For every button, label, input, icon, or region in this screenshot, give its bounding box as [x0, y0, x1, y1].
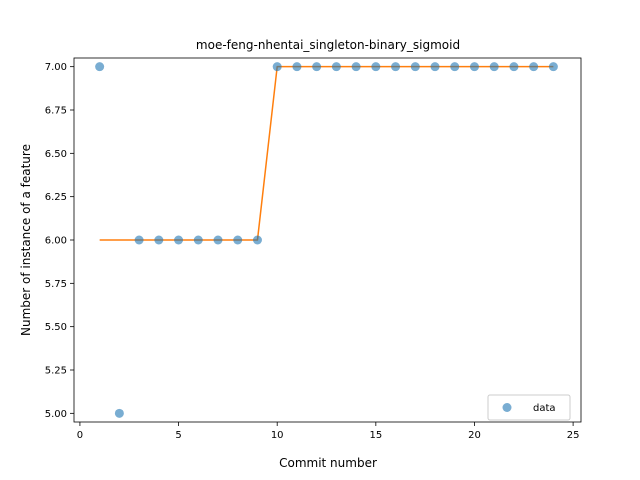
data-point [312, 62, 322, 72]
x-tick-label: 10 [271, 430, 284, 441]
y-tick-label: 6.50 [45, 149, 67, 160]
y-tick-label: 5.50 [45, 322, 67, 333]
x-axis: 0 5 10 15 20 25 [77, 422, 580, 441]
data-point [193, 235, 203, 245]
x-tick-label: 5 [175, 430, 181, 441]
data-point [430, 62, 440, 72]
data-point [469, 62, 479, 72]
y-tick-label: 6.00 [45, 236, 67, 247]
data-point [114, 408, 124, 418]
data-point [233, 235, 243, 245]
data-point [331, 62, 341, 72]
legend-label-data: data [533, 403, 556, 414]
data-points-layer [95, 62, 558, 418]
x-tick-label: 15 [369, 430, 382, 441]
y-tick-label: 7.00 [45, 62, 67, 73]
y-tick-label: 5.75 [45, 279, 67, 290]
data-point [134, 235, 144, 245]
legend-frame [487, 394, 571, 421]
data-point [509, 62, 519, 72]
chart-title: moe-feng-nhentai_singleton-binary_sigmoi… [196, 38, 460, 52]
y-tick-label: 6.25 [45, 192, 67, 203]
legend-marker-data [502, 403, 512, 412]
data-point [95, 62, 105, 72]
legend: data [487, 394, 571, 421]
y-tick-label: 6.75 [45, 106, 67, 117]
data-point [154, 235, 164, 245]
data-point [450, 62, 460, 72]
data-point [391, 62, 401, 72]
data-point [174, 235, 184, 245]
data-point [410, 62, 420, 72]
data-point [213, 235, 223, 245]
x-axis-title: Commit number [279, 456, 377, 470]
y-axis-title: Number of instance of a feature [19, 144, 33, 336]
x-tick-label: 0 [77, 430, 83, 441]
data-point [548, 62, 558, 72]
data-point [529, 62, 539, 72]
data-point [351, 62, 361, 72]
data-point [252, 235, 262, 245]
y-tick-label: 5.00 [45, 409, 67, 420]
data-point [371, 62, 381, 72]
data-point [272, 62, 282, 72]
data-point [489, 62, 499, 72]
y-tick-label: 5.25 [45, 366, 67, 377]
x-tick-label: 20 [468, 430, 481, 441]
x-tick-label: 25 [567, 430, 580, 441]
data-point [292, 62, 302, 72]
y-axis: 5.00 5.25 5.50 5.75 6.00 6.25 6.50 6.75 7.00 [45, 62, 74, 420]
